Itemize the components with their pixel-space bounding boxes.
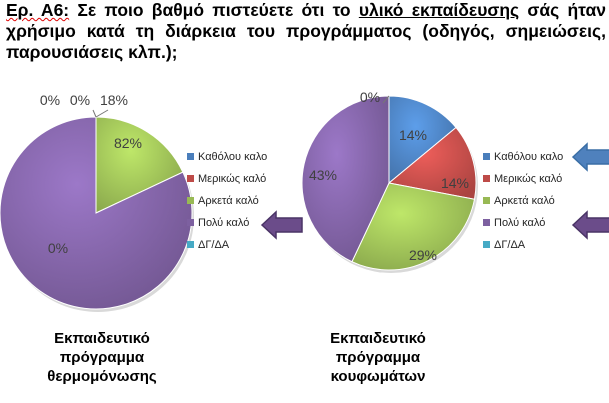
chart-2-legend-swatch (483, 219, 490, 226)
chart-2-legend-label: Μερικώς καλό (494, 173, 562, 185)
chart-1-legend-label: Αρκετά καλό (198, 195, 259, 207)
question-text: Ερ. Α6: Σε ποιο βαθμό πιστεύετε ότι το υ… (6, 0, 606, 63)
chart-1-slice (95, 116, 184, 214)
chart-1-data-label: 18% (100, 92, 128, 108)
chart-1-leader-line (92, 109, 97, 118)
chart-1-data-label: 0% (70, 92, 90, 108)
chart-1-data-label: 0% (48, 240, 68, 256)
chart-2-legend-swatch (483, 175, 490, 182)
chart-2-slice (301, 95, 390, 263)
chart-1-legend-swatch (187, 153, 194, 160)
chart-1-legend-swatch (187, 219, 194, 226)
chart-2-legend-label: ΔΓ/ΔΑ (494, 239, 526, 251)
chart-2-legend-label: Καθόλου καλο (494, 151, 563, 163)
chart-2-slice (388, 95, 457, 185)
chart-1-legend-swatch (187, 241, 194, 248)
chart-2-data-label: 43% (309, 167, 337, 183)
chart-2-legend-swatch (483, 241, 490, 248)
chart-2-data-label: 14% (399, 127, 427, 143)
chart-2-data-label: 0% (360, 89, 380, 105)
question-id: Ερ. Α6: (6, 0, 70, 20)
chart-2-slice (351, 182, 476, 271)
chart-2-legend-label: Πολύ καλό (494, 217, 545, 229)
chart-2-data-label: 14% (441, 175, 469, 191)
question-underlined: υλικό εκπαίδευσης (358, 0, 520, 20)
chart-1-legend-swatch (187, 175, 194, 182)
chart-1-legend-label: Πολύ καλό (198, 217, 249, 229)
chart-1-legend-label: ΔΓ/ΔΑ (198, 239, 230, 251)
arrow-blue-icon (571, 142, 609, 172)
chart-2-title: Εκπαιδευτικό πρόγραμμα κουφωμάτων (330, 330, 426, 385)
chart-1-data-label: 0% (40, 92, 60, 108)
arrow-purple-icon (260, 210, 303, 240)
chart-1-data-label: 82% (114, 135, 142, 151)
chart-1-legend-swatch (187, 197, 194, 204)
question-text-after: σάς ήταν χρήσιμο κατά τη διάρκεια του πρ… (6, 0, 606, 62)
chart-2-legend-swatch (483, 197, 490, 204)
chart-1-title: Εκπαιδευτικό πρόγραμμα θερμομόνωσης (47, 330, 157, 385)
chart-1-legend-label: Καθόλου καλο (198, 151, 267, 163)
chart-2-slice (387, 126, 477, 200)
chart-2-leader-line (382, 95, 390, 104)
chart-2-legend-label: Αρκετά καλό (494, 195, 555, 207)
chart-2-legend-swatch (483, 153, 490, 160)
chart-2-data-label: 29% (409, 247, 437, 263)
question-text-before: Σε ποιο βαθμό πιστεύετε ότι το (77, 0, 351, 20)
arrow-purple-icon (571, 210, 609, 240)
chart-1-leader-line (95, 109, 109, 118)
chart-1-legend-label: Μερικώς καλό (198, 173, 266, 185)
